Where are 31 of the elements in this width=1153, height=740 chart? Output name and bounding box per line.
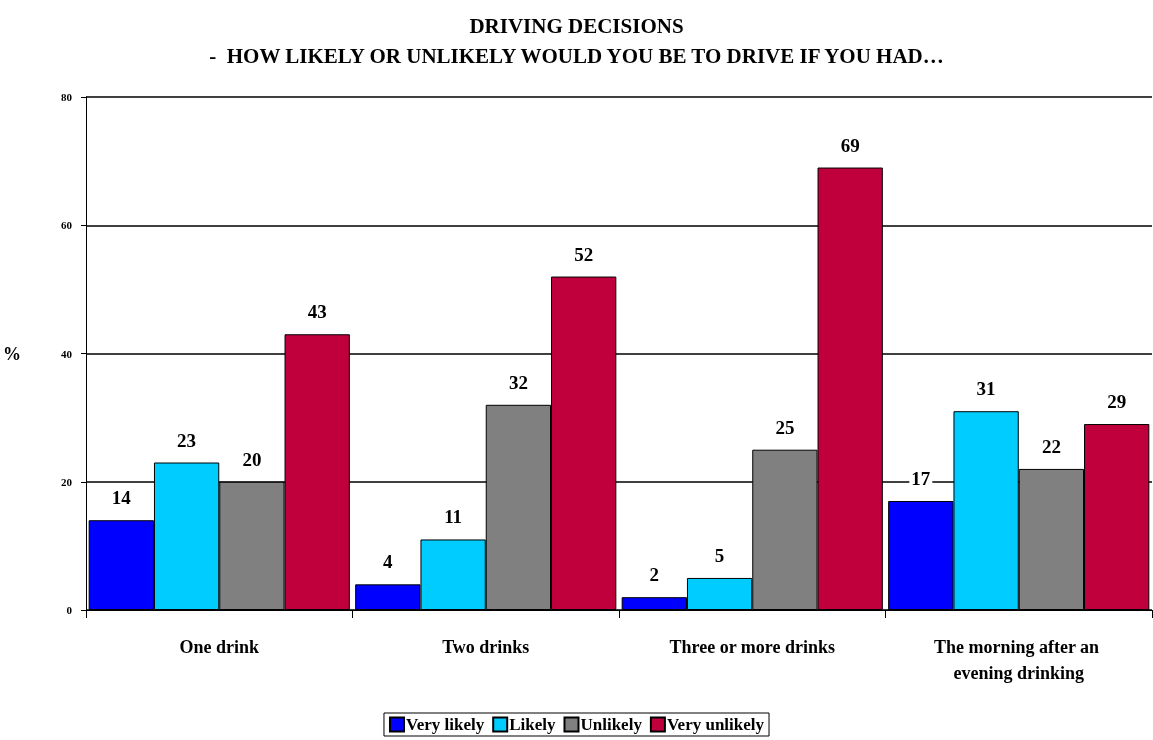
data-label: 23 xyxy=(177,429,197,451)
data-label: 4 xyxy=(383,551,394,573)
x-tick-label: Three or more drinks xyxy=(669,637,835,657)
y-tick-label: 40 xyxy=(61,347,73,360)
data-label: 22 xyxy=(1041,435,1061,457)
data-label: 5 xyxy=(714,544,725,566)
data-label: 52 xyxy=(574,243,594,265)
x-tick-label: The morning after an evening drinking xyxy=(933,637,1104,683)
y-axis-title: % xyxy=(3,343,21,364)
legend-label: Very likely xyxy=(405,715,485,734)
y-tick-label: 20 xyxy=(61,475,73,488)
data-label: 2 xyxy=(649,564,660,586)
x-tick-label: Two drinks xyxy=(442,637,530,657)
x-tick-label: One drink xyxy=(179,637,260,657)
legend-label: Unlikely xyxy=(580,715,643,734)
data-label: 32 xyxy=(508,371,528,393)
data-label: 43 xyxy=(307,301,327,323)
data-label: 31 xyxy=(976,378,996,400)
legend-label: Likely xyxy=(509,715,556,734)
chart-title: DRIVING DECISIONS - HOW LIKELY OR UNLIKELY WOULD YOU BE TO DRIVE IF YOU HAD… xyxy=(209,14,944,68)
y-tick-label: 0 xyxy=(66,604,73,616)
data-label: 69 xyxy=(840,134,860,156)
legend-label: Very unlikely xyxy=(666,715,765,734)
y-tick-label: 80 xyxy=(61,91,73,103)
data-label: 25 xyxy=(775,416,795,438)
data-label: 20 xyxy=(242,448,262,470)
data-label: 11 xyxy=(444,506,463,528)
data-label: 17 xyxy=(911,467,931,489)
y-tick-label: 60 xyxy=(61,219,73,232)
data-label: 14 xyxy=(111,487,132,509)
data-label: 29 xyxy=(1107,391,1127,413)
